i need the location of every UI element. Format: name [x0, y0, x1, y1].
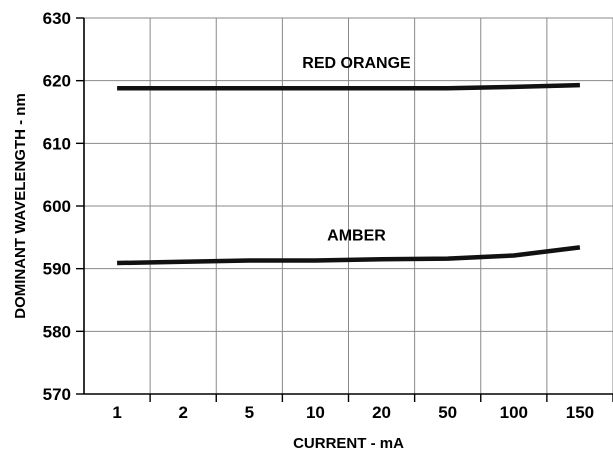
label-layer: 570 580 590 600 610 620 630 1 2 5 10 20 50 100 150 RED … [43, 9, 595, 422]
x-tick-label: 10 [306, 403, 325, 422]
x-axis-title: CURRENT - mA [293, 435, 404, 452]
x-tick-label: 150 [566, 403, 594, 422]
series-label: AMBER [327, 228, 386, 245]
series-line-red-orange [117, 82, 580, 91]
x-tick-label: 100 [500, 403, 528, 422]
axis-layer [76, 17, 613, 402]
series-layer [117, 82, 581, 266]
x-tick-label: 5 [245, 403, 254, 422]
y-tick-label: 610 [43, 134, 71, 153]
grid-layer [84, 17, 613, 394]
y-tick-label: 570 [43, 385, 71, 404]
y-tick-label: 580 [43, 322, 71, 341]
x-tick-label: 1 [112, 403, 121, 422]
y-tick-label: 590 [43, 260, 71, 279]
y-tick-label: 630 [43, 9, 71, 28]
y-axis-title: DOMINANT WAVELENGTH - nm [12, 93, 29, 319]
y-tick-label: 620 [43, 72, 71, 91]
x-tick-label: 50 [438, 403, 457, 422]
x-tick-label: 2 [178, 403, 187, 422]
x-tick-label: 20 [372, 403, 391, 422]
series-label: RED ORANGE [302, 55, 411, 72]
series-line-amber [117, 245, 581, 266]
y-tick-label: 600 [43, 197, 71, 216]
